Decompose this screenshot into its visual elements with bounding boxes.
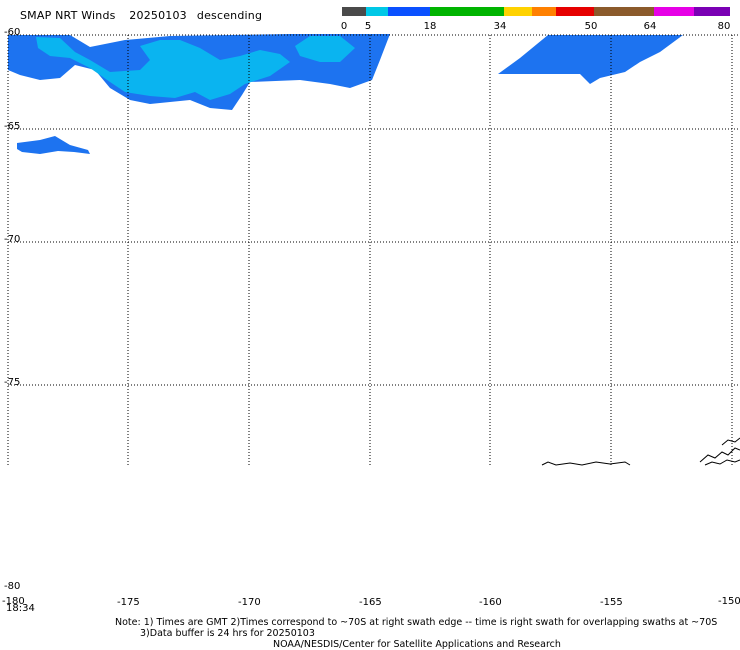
- colorbar-segment: [532, 7, 556, 16]
- colorbar-segment: [654, 7, 694, 16]
- lon-label: -160: [479, 597, 502, 608]
- colorbar-label: 5: [364, 21, 372, 32]
- lon-label: -180: [2, 596, 25, 607]
- graticule: [7, 34, 740, 465]
- lon-label: -150: [718, 596, 740, 607]
- product-name: SMAP NRT Winds: [20, 9, 116, 22]
- lat-label: -75: [4, 377, 21, 388]
- colorbar-label: 18: [423, 21, 437, 32]
- wind-swath-light: [295, 36, 355, 62]
- product-date: 20250103: [129, 9, 187, 22]
- wind-swath: [498, 35, 683, 84]
- colorbar-segment: [342, 7, 366, 16]
- lat-label: -60: [4, 27, 21, 38]
- colorbar-segment: [388, 7, 430, 16]
- map-title: SMAP NRT Winds 20250103 descending: [20, 9, 272, 22]
- footnote-line1: Note: 1) Times are GMT 2)Times correspon…: [115, 617, 718, 628]
- wind-speed-colorbar: [342, 7, 730, 16]
- credit-line: NOAA/NESDIS/Center for Satellite Applica…: [273, 639, 561, 650]
- colorbar-segment: [366, 7, 388, 16]
- footnote-line2: 3)Data buffer is 24 hrs for 20250103: [140, 628, 315, 639]
- wind-swaths: [8, 34, 683, 154]
- pass-direction: descending: [196, 9, 263, 22]
- time-label: 18:34: [6, 603, 35, 614]
- colorbar-label: 34: [493, 21, 507, 32]
- lat-label: -65: [4, 121, 21, 132]
- wind-swath-light: [36, 37, 290, 100]
- lon-label: -175: [117, 597, 140, 608]
- coastline: [541, 437, 740, 466]
- colorbar-label: 64: [643, 21, 657, 32]
- colorbar-segment: [694, 7, 730, 16]
- colorbar-label: 50: [584, 21, 598, 32]
- colorbar-segment: [504, 7, 532, 16]
- lat-label: -80: [4, 581, 21, 592]
- lon-label: -165: [359, 597, 382, 608]
- lon-label: -155: [600, 597, 623, 608]
- colorbar-segment: [430, 7, 504, 16]
- colorbar-segment: [594, 7, 654, 16]
- lon-label: -170: [238, 597, 261, 608]
- colorbar-label: 80: [717, 21, 731, 32]
- colorbar-labels: 0 5 18 34 50 64 80: [340, 21, 731, 33]
- lat-label: -70: [4, 234, 21, 245]
- colorbar-segment: [556, 7, 594, 16]
- wind-swath: [17, 136, 90, 154]
- colorbar-label: 0: [340, 21, 348, 32]
